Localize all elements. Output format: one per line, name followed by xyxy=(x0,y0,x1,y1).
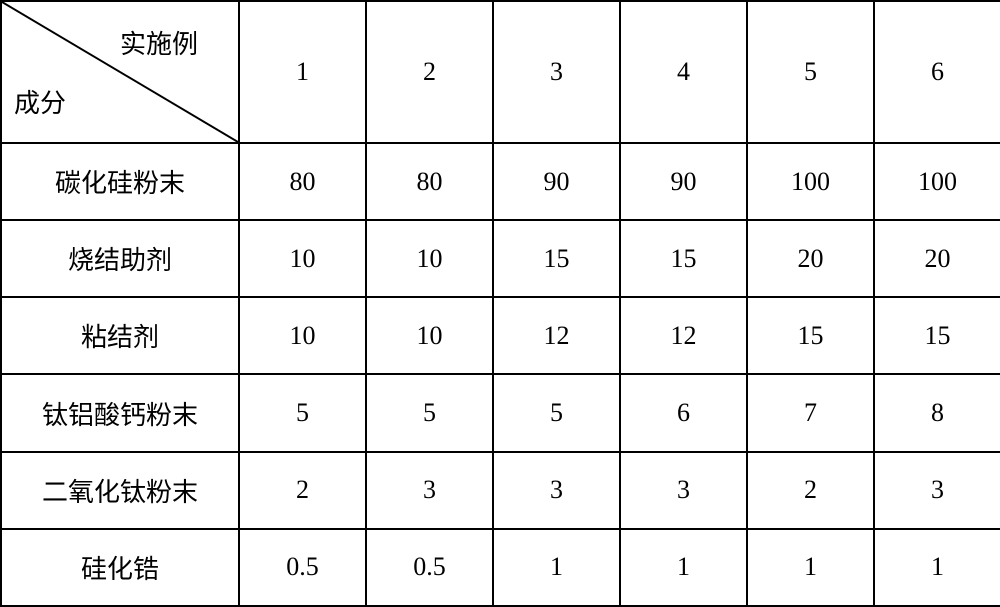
cell: 5 xyxy=(239,374,366,451)
table-row: 硅化锆 0.5 0.5 1 1 1 1 xyxy=(1,529,1000,606)
cell: 5 xyxy=(366,374,493,451)
cell: 0.5 xyxy=(239,529,366,606)
col-header: 4 xyxy=(620,1,747,143)
cell: 3 xyxy=(366,452,493,529)
col-header: 5 xyxy=(747,1,874,143)
cell: 8 xyxy=(874,374,1000,451)
cell: 100 xyxy=(874,143,1000,220)
cell: 90 xyxy=(493,143,620,220)
cell: 20 xyxy=(874,220,1000,297)
header-left-label: 成分 xyxy=(14,83,66,120)
table-row: 烧结助剂 10 10 15 15 20 20 xyxy=(1,220,1000,297)
cell: 3 xyxy=(493,452,620,529)
cell: 80 xyxy=(239,143,366,220)
cell: 1 xyxy=(747,529,874,606)
row-label: 二氧化钛粉末 xyxy=(1,452,239,529)
cell: 1 xyxy=(874,529,1000,606)
cell: 12 xyxy=(493,297,620,374)
cell: 20 xyxy=(747,220,874,297)
col-header: 6 xyxy=(874,1,1000,143)
cell: 10 xyxy=(366,297,493,374)
cell: 10 xyxy=(239,297,366,374)
composition-table-wrapper: 实施例 成分 1 2 3 4 5 6 碳化硅粉末 80 80 90 90 100… xyxy=(0,0,1000,607)
cell: 15 xyxy=(493,220,620,297)
row-label: 钛铝酸钙粉末 xyxy=(1,374,239,451)
composition-table: 实施例 成分 1 2 3 4 5 6 碳化硅粉末 80 80 90 90 100… xyxy=(0,0,1000,607)
row-label: 烧结助剂 xyxy=(1,220,239,297)
cell: 10 xyxy=(239,220,366,297)
col-header: 2 xyxy=(366,1,493,143)
cell: 15 xyxy=(747,297,874,374)
cell: 5 xyxy=(493,374,620,451)
cell: 12 xyxy=(620,297,747,374)
cell: 100 xyxy=(747,143,874,220)
cell: 6 xyxy=(620,374,747,451)
cell: 2 xyxy=(239,452,366,529)
table-row: 钛铝酸钙粉末 5 5 5 6 7 8 xyxy=(1,374,1000,451)
cell: 80 xyxy=(366,143,493,220)
row-label: 碳化硅粉末 xyxy=(1,143,239,220)
cell: 15 xyxy=(874,297,1000,374)
table-row: 碳化硅粉末 80 80 90 90 100 100 xyxy=(1,143,1000,220)
row-label: 硅化锆 xyxy=(1,529,239,606)
header-top-label: 实施例 xyxy=(120,24,198,61)
cell: 15 xyxy=(620,220,747,297)
cell: 0.5 xyxy=(366,529,493,606)
table-row: 二氧化钛粉末 2 3 3 3 2 3 xyxy=(1,452,1000,529)
col-header: 3 xyxy=(493,1,620,143)
cell: 10 xyxy=(366,220,493,297)
cell: 1 xyxy=(493,529,620,606)
cell: 2 xyxy=(747,452,874,529)
cell: 1 xyxy=(620,529,747,606)
diagonal-line-icon xyxy=(2,2,238,142)
diagonal-header-cell: 实施例 成分 xyxy=(1,1,239,143)
row-label: 粘结剂 xyxy=(1,297,239,374)
cell: 3 xyxy=(874,452,1000,529)
table-row: 粘结剂 10 10 12 12 15 15 xyxy=(1,297,1000,374)
cell: 7 xyxy=(747,374,874,451)
cell: 90 xyxy=(620,143,747,220)
table-header-row: 实施例 成分 1 2 3 4 5 6 xyxy=(1,1,1000,143)
cell: 3 xyxy=(620,452,747,529)
col-header: 1 xyxy=(239,1,366,143)
